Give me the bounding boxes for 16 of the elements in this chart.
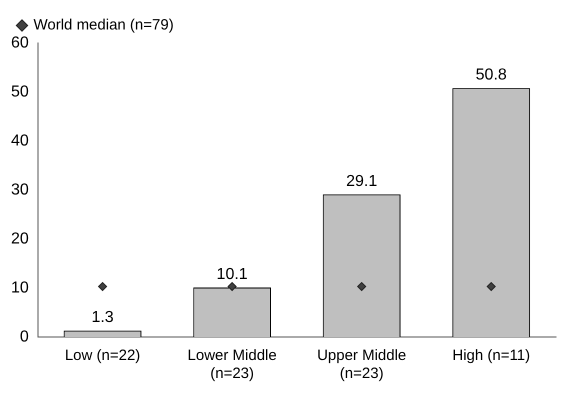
y-tick-label: 10 bbox=[11, 279, 29, 296]
data-label: 50.8 bbox=[476, 66, 507, 84]
y-tick-label: 20 bbox=[11, 230, 29, 248]
x-tick-label: High (n=11) bbox=[452, 347, 530, 364]
data-label: 1.3 bbox=[91, 309, 114, 326]
data-label: 10.1 bbox=[216, 266, 248, 283]
y-tick-label: 30 bbox=[11, 181, 29, 198]
y-tick-label: 40 bbox=[11, 132, 29, 150]
y-tick-label: 50 bbox=[11, 83, 29, 100]
y-tick-label: 0 bbox=[20, 328, 29, 346]
x-tick-label: Low (n=22) bbox=[64, 347, 140, 364]
legend-label: World median (n=79) bbox=[34, 16, 174, 34]
x-tick-label: Upper Middle (n=23) bbox=[317, 347, 406, 382]
data-label: 29.1 bbox=[346, 172, 378, 190]
y-tick-label: 60 bbox=[11, 34, 29, 52]
x-tick-label: Lower Middle (n=23) bbox=[188, 347, 277, 382]
